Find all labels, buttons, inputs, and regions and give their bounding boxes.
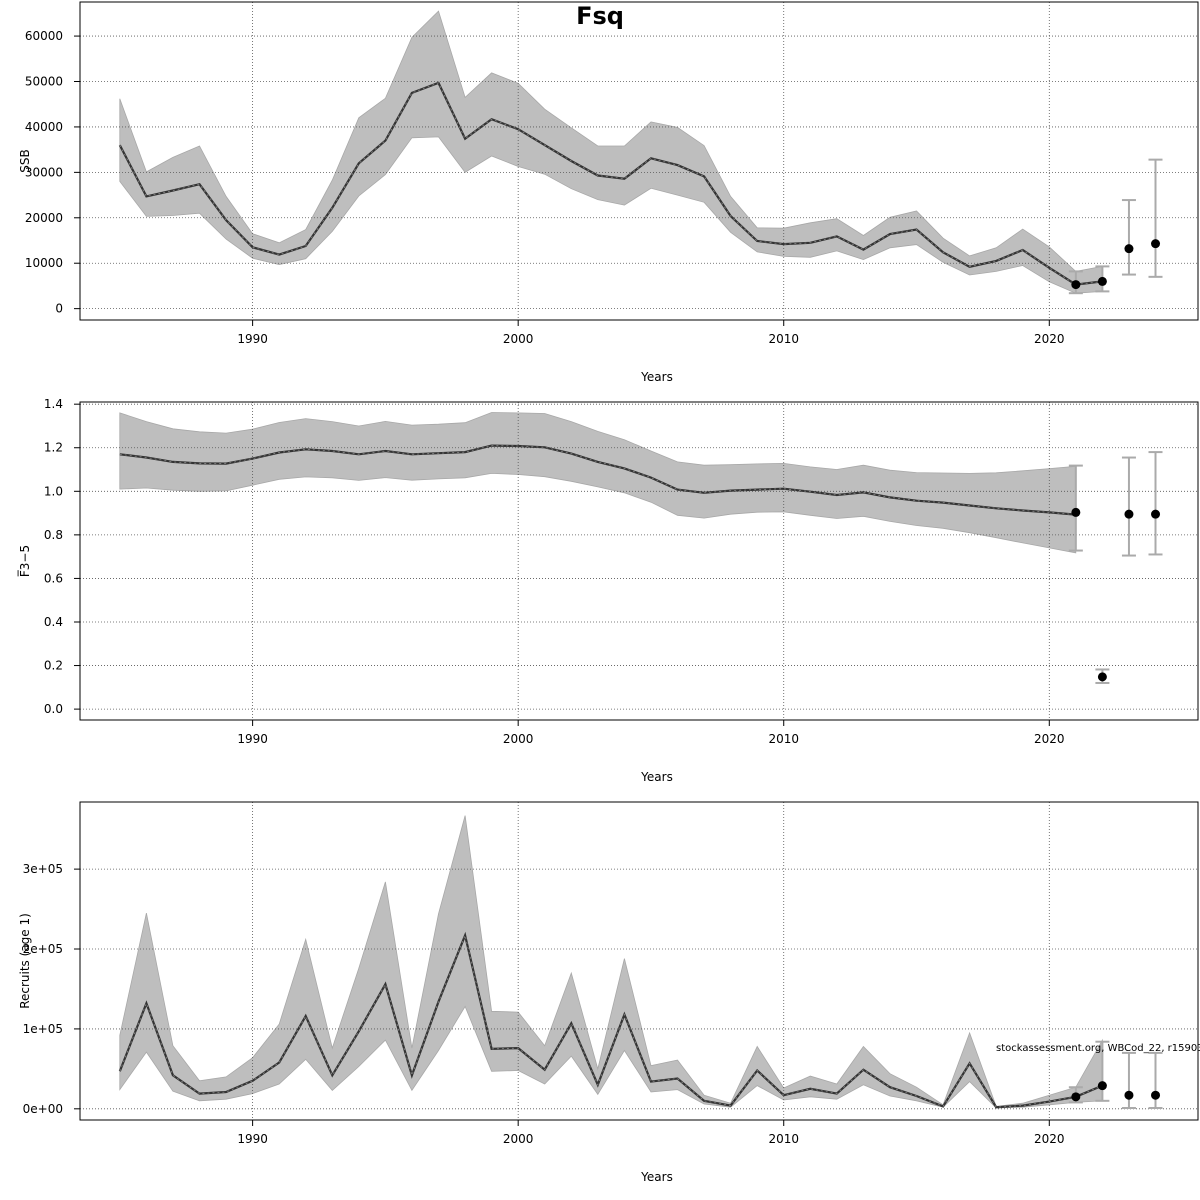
credit-text: stockassessment.org, WBCod_22, r15903	[996, 1043, 1200, 1054]
estimate-line-dots	[119, 445, 1076, 515]
panel-fbar: 1990 2000 2010 2020 0.0 0.2 0.4 0.6 0.8 1.0 1.2 1.4…	[17, 397, 1199, 784]
x-axis-title: Years	[640, 770, 673, 784]
forecast-point	[1071, 507, 1081, 517]
x-tick-label: 2000	[503, 1132, 534, 1146]
x-tick-label: 1990	[237, 732, 268, 746]
y-tick-label: 0.8	[44, 528, 63, 542]
y-tick-label: 0.0	[44, 702, 63, 716]
y-tick-label: 20000	[25, 211, 63, 225]
forecast-point	[1124, 509, 1134, 519]
x-tick-label: 2010	[768, 732, 799, 746]
y-tick-label: 3e+05	[23, 862, 63, 876]
x-tick-label: 2000	[503, 732, 534, 746]
y-tick-label: 40000	[25, 120, 63, 134]
estimate-line-dots	[119, 934, 1103, 1108]
panels-container: 1990 2000 2010 2020 0 10000 20000 30000 40000 500…	[17, 1, 1199, 1184]
y-tick-label: 50000	[25, 75, 63, 89]
forecast-point	[1097, 1081, 1107, 1091]
y-tick-label: 10000	[25, 256, 63, 270]
plot-frame	[79, 801, 1199, 1121]
x-tick-label: 2020	[1034, 732, 1065, 746]
confidence-band-fbar	[119, 412, 1077, 554]
y-tick-label: 0.2	[44, 659, 63, 673]
panel-ssb: 1990 2000 2010 2020 0 10000 20000 30000 40000 500…	[18, 1, 1199, 384]
forecast-point	[1151, 239, 1161, 249]
y-axis-title: F̅3−5	[17, 545, 32, 577]
forecast-point	[1124, 244, 1134, 254]
y-tick-label: 30000	[25, 165, 63, 179]
plot-frame	[79, 401, 1199, 721]
estimate-line-dots	[119, 82, 1103, 286]
forecast-point	[1151, 1090, 1161, 1100]
y-tick-label: 1.2	[44, 441, 63, 455]
y-tick-label: 60000	[25, 29, 63, 43]
y-tick-label: 0	[55, 302, 63, 316]
y-tick-label: 0.6	[44, 571, 63, 585]
x-axis-title: Years	[640, 1170, 673, 1184]
panel-recruits: 1990 2000 2010 2020 0e+00 1e+05 2e+05 3e+05 Year…	[18, 801, 1199, 1184]
forecast-point	[1071, 280, 1081, 290]
y-tick-label: 1e+05	[23, 1022, 63, 1036]
y-axis-title: SSB	[18, 149, 32, 172]
x-axis-title: Years	[640, 370, 673, 384]
forecast-point	[1071, 1092, 1081, 1102]
plot-frame	[79, 1, 1199, 321]
x-tick-label: 2020	[1034, 332, 1065, 346]
figure-title: Fsq	[576, 2, 624, 30]
y-tick-label: 0e+00	[23, 1102, 63, 1116]
forecast-point	[1151, 509, 1161, 519]
x-tick-label: 2000	[503, 332, 534, 346]
y-tick-label: 1.4	[44, 397, 63, 411]
x-tick-label: 2010	[768, 1132, 799, 1146]
y-tick-label: 0.4	[44, 615, 63, 629]
x-tick-label: 2020	[1034, 1132, 1065, 1146]
forecast-point	[1097, 276, 1107, 286]
forecast-point	[1097, 672, 1107, 682]
y-axis-title: Recruits (age 1)	[18, 913, 32, 1009]
x-tick-label: 2010	[768, 332, 799, 346]
forecast-point	[1124, 1090, 1134, 1100]
confidence-band-recruits	[119, 815, 1103, 1109]
y-tick-label: 2e+05	[23, 942, 63, 956]
x-tick-label: 1990	[237, 1132, 268, 1146]
x-tick-label: 1990	[237, 332, 268, 346]
y-tick-label: 1.0	[44, 484, 63, 498]
